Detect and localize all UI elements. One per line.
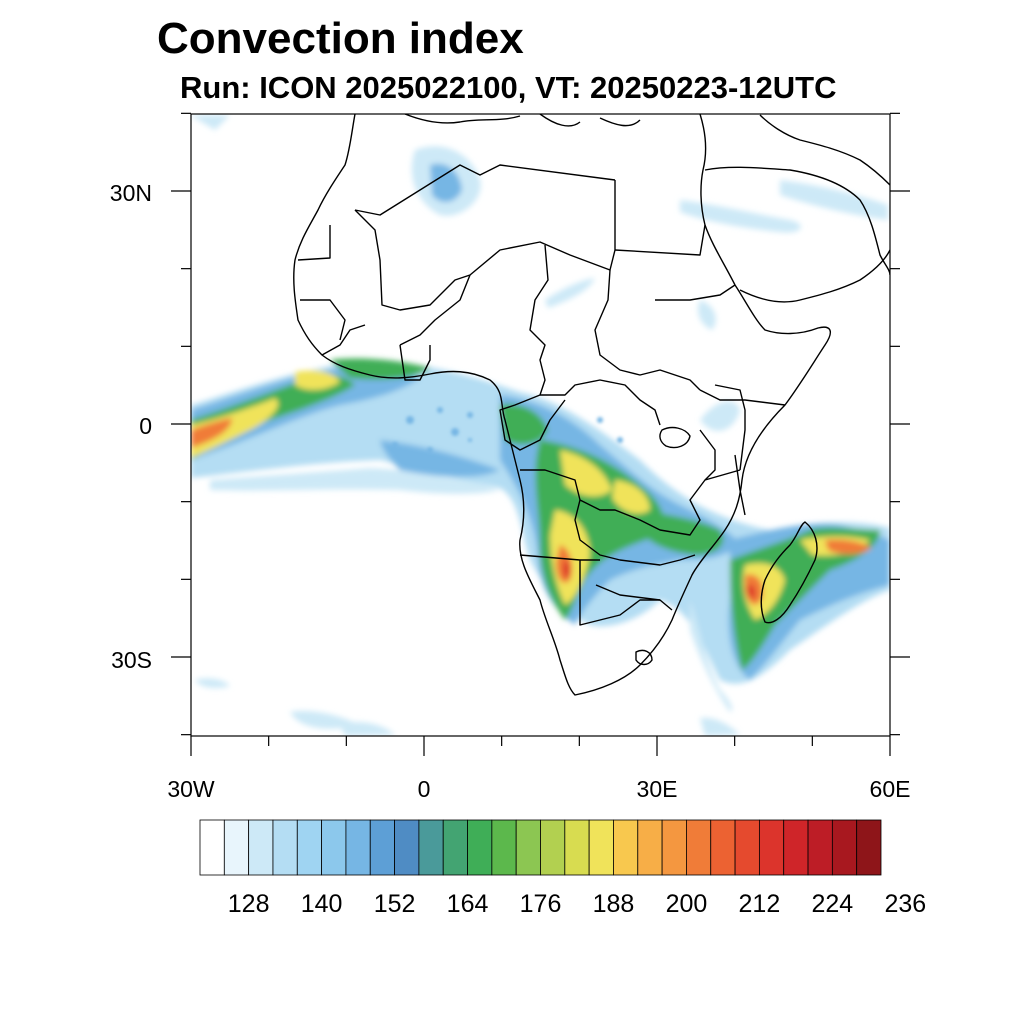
colorbar-swatch <box>758 819 785 876</box>
colorbar-swatch <box>418 819 444 876</box>
colorbar-swatch <box>394 819 420 876</box>
colorbar-swatch <box>296 819 323 876</box>
colorbar-swatch <box>637 819 663 876</box>
colorbar-swatch <box>831 819 858 876</box>
colorbar-swatch <box>491 819 517 876</box>
colorbar-swatch <box>661 819 687 876</box>
chart-subtitle: Run: ICON 2025022100, VT: 20250223-12UTC <box>180 70 837 105</box>
convection-field <box>191 115 890 736</box>
colorbar-label: 188 <box>593 890 635 918</box>
lat-label-0: 0 <box>139 413 152 439</box>
colorbar-label: 176 <box>520 890 562 918</box>
colorbar-label: 212 <box>739 890 781 918</box>
colorbar-swatch <box>515 819 541 876</box>
colorbar-label: 140 <box>301 890 343 918</box>
axis-ticks <box>171 112 910 756</box>
colorbar-swatch <box>686 819 712 876</box>
colorbar-swatch <box>734 819 760 876</box>
colorbar-label: 236 <box>884 890 926 918</box>
colorbar-swatch <box>783 819 809 876</box>
colorbar-swatch <box>321 819 347 876</box>
map-frame <box>190 113 891 737</box>
lat-label-30s: 30S <box>111 647 152 673</box>
colorbar-swatch <box>588 819 614 876</box>
colorbar-swatch <box>710 819 736 876</box>
colorbar-swatch <box>199 819 225 876</box>
colorbar-label: 164 <box>447 890 489 918</box>
colorbar-swatch <box>540 819 566 876</box>
colorbar-swatch <box>564 819 590 876</box>
colorbar-swatch <box>467 819 493 876</box>
colorbar-label: 200 <box>666 890 708 918</box>
lon-label-60e: 60E <box>870 776 911 802</box>
colorbar-label: 152 <box>374 890 416 918</box>
chart-title: Convection index <box>157 14 524 63</box>
colorbar-label: 128 <box>228 890 270 918</box>
colorbar-swatch <box>248 819 274 876</box>
colorbar <box>199 819 882 876</box>
colorbar-swatch <box>369 819 395 876</box>
colorbar-swatch <box>442 819 468 876</box>
colorbar-swatch <box>807 819 833 876</box>
lon-label-30w: 30W <box>167 776 215 802</box>
colorbar-swatch <box>345 819 371 876</box>
lat-label-30n: 30N <box>110 180 152 206</box>
lon-label-30e: 30E <box>637 776 678 802</box>
colorbar-swatch <box>272 819 298 876</box>
colorbar-labels: 128 140 152 164 176 188 200 212 224 236 <box>228 890 926 918</box>
colorbar-swatch <box>223 819 250 876</box>
colorbar-label: 224 <box>811 890 853 918</box>
lon-label-0: 0 <box>418 776 431 802</box>
colorbar-swatch <box>856 819 882 876</box>
colorbar-swatch <box>613 819 639 876</box>
coastlines <box>293 114 890 696</box>
